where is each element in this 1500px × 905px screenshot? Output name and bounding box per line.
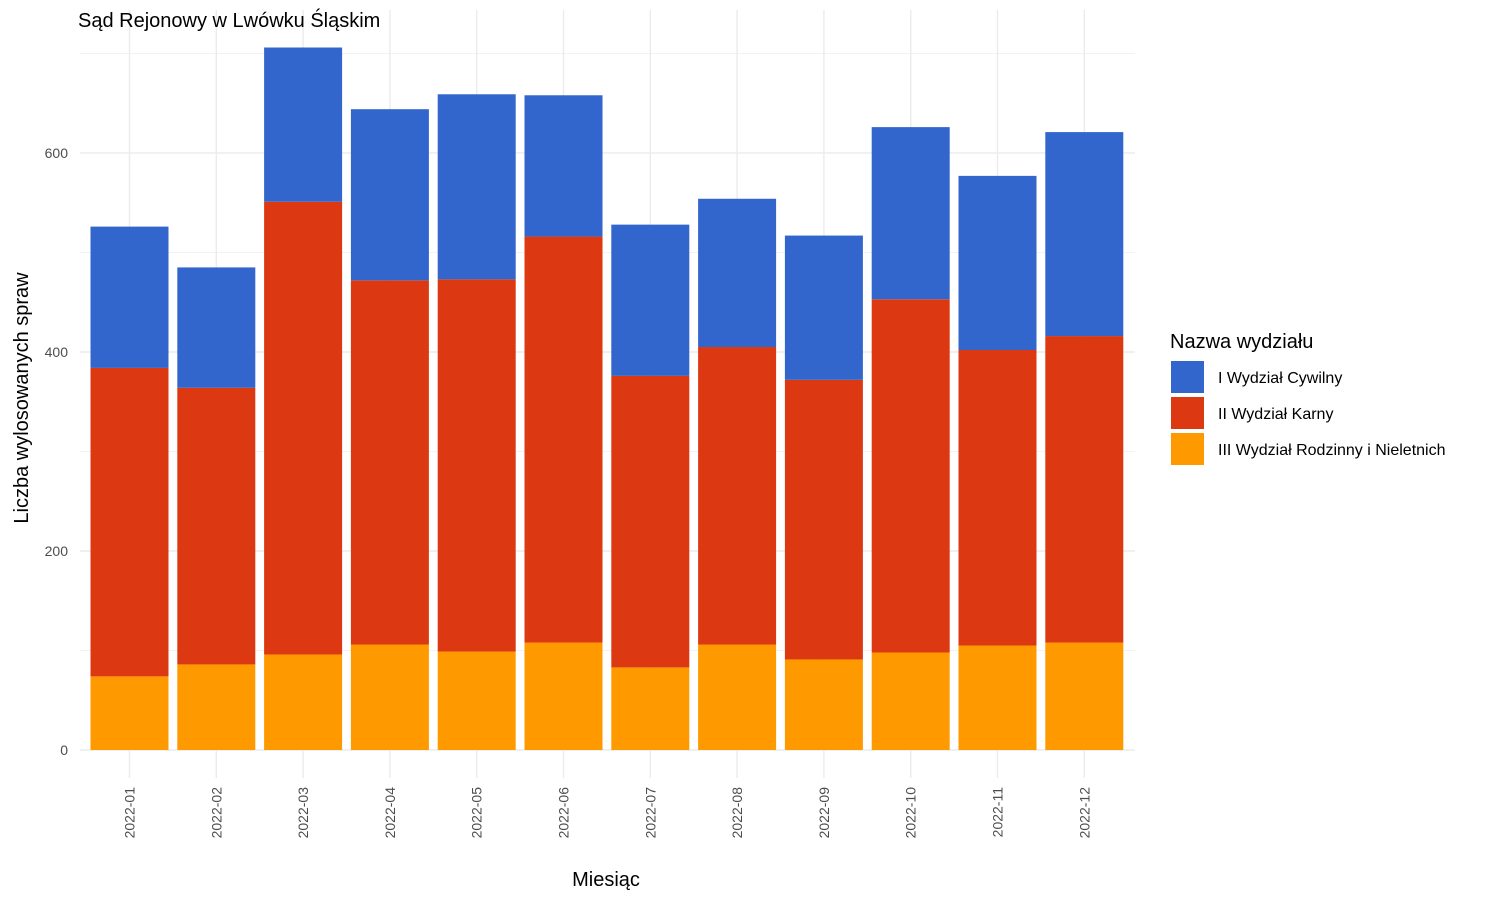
bar-segment bbox=[958, 350, 1037, 646]
bar-segment bbox=[611, 667, 690, 750]
x-tick-label: 2022-04 bbox=[382, 787, 398, 839]
bar-segment bbox=[871, 652, 950, 750]
x-tick-label: 2022-05 bbox=[469, 787, 485, 839]
y-tick-label: 0 bbox=[60, 742, 68, 758]
bar-segment bbox=[264, 47, 343, 202]
y-tick-label: 200 bbox=[45, 543, 69, 559]
bar-segment bbox=[90, 676, 169, 750]
legend-key bbox=[1171, 433, 1204, 465]
bar-segment bbox=[871, 299, 950, 653]
y-axis-title: Liczba wylosowanych spraw bbox=[11, 272, 33, 524]
bar-segment bbox=[350, 644, 429, 750]
bar-segment bbox=[264, 654, 343, 750]
bar-segment bbox=[958, 645, 1037, 750]
bar-segment bbox=[1045, 132, 1124, 337]
x-tick-label: 2022-06 bbox=[556, 787, 572, 839]
legend-title: Nazwa wydziału bbox=[1170, 331, 1313, 353]
legend: Nazwa wydziału I Wydział Cywilny II Wydzi… bbox=[1170, 331, 1446, 465]
x-tick-label: 2022-11 bbox=[990, 787, 1006, 838]
bar-segment bbox=[784, 659, 863, 750]
bar-segment bbox=[698, 644, 777, 750]
bar-segment bbox=[437, 279, 516, 652]
bar-segment bbox=[524, 95, 603, 237]
bar-segment bbox=[698, 198, 777, 348]
legend-key bbox=[1171, 361, 1204, 393]
bar-segment bbox=[437, 651, 516, 750]
bar-segment bbox=[1045, 642, 1124, 750]
x-tick-label: 2022-08 bbox=[729, 787, 745, 839]
bar-segment bbox=[350, 109, 429, 281]
x-tick-label: 2022-10 bbox=[903, 787, 919, 839]
x-tick-label: 2022-02 bbox=[208, 787, 224, 839]
x-tick-label: 2022-07 bbox=[642, 787, 658, 839]
x-tick-label: 2022-09 bbox=[816, 787, 832, 839]
y-tick-label: 400 bbox=[45, 344, 69, 360]
legend-label: III Wydział Rodzinny i Nieletnich bbox=[1218, 442, 1446, 459]
axis-layer: 0 200 400 600 2022-01 2022-02 2022-03 2022-04 20… bbox=[45, 145, 1093, 838]
bar-segment bbox=[784, 235, 863, 380]
x-axis-title: Miesiąc bbox=[572, 869, 640, 891]
bar-segment bbox=[524, 642, 603, 750]
bar-segment bbox=[177, 664, 256, 750]
legend-label: I Wydział Cywilny bbox=[1218, 370, 1342, 387]
chart-title: Sąd Rejonowy w Lwówku Śląskim bbox=[78, 8, 380, 32]
bar-segment bbox=[784, 379, 863, 660]
y-tick-label: 600 bbox=[45, 145, 69, 161]
x-tick-label: 2022-03 bbox=[295, 787, 311, 839]
x-tick-label: 2022-12 bbox=[1076, 787, 1092, 839]
bar-segment bbox=[611, 375, 690, 668]
x-tick-label: 2022-01 bbox=[122, 787, 138, 839]
legend-key bbox=[1171, 397, 1204, 429]
bar-segment bbox=[698, 347, 777, 645]
bar-segment bbox=[524, 236, 603, 643]
bars-layer bbox=[90, 47, 1124, 750]
bar-segment bbox=[264, 201, 343, 655]
bar-segment bbox=[177, 267, 256, 388]
bar-segment bbox=[437, 94, 516, 280]
bar-segment bbox=[90, 226, 169, 368]
bar-segment bbox=[90, 367, 169, 677]
bar-segment bbox=[611, 224, 690, 376]
bar-segment bbox=[350, 280, 429, 645]
bar-segment bbox=[1045, 336, 1124, 643]
bar-segment bbox=[958, 175, 1037, 350]
legend-label: II Wydział Karny bbox=[1218, 406, 1333, 423]
bar-segment bbox=[871, 127, 950, 300]
bar-segment bbox=[177, 387, 256, 665]
